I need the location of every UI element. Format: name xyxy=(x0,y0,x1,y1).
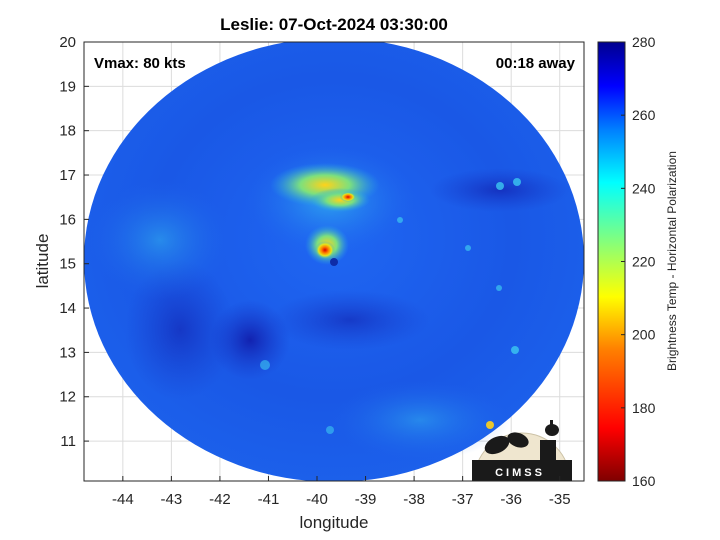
cell-5 xyxy=(465,245,471,251)
x-tick-label: -44 xyxy=(112,491,134,508)
logo-dish-2 xyxy=(507,432,529,448)
y-tick-label: 16 xyxy=(59,211,76,228)
colorbar-tick-label: 260 xyxy=(632,107,656,123)
x-tick-label: -36 xyxy=(500,491,522,508)
colorbar-tick-label: 160 xyxy=(632,473,656,489)
x-tick-label: -37 xyxy=(452,491,474,508)
y-tick-label: 11 xyxy=(60,433,76,450)
cell-2 xyxy=(513,178,521,186)
plot-title: Leslie: 07-Oct-2024 03:30:00 xyxy=(220,15,448,34)
y-tick-label: 18 xyxy=(59,123,76,140)
colorbar-tick-label: 240 xyxy=(632,180,656,196)
cimss-logo: CIMSS xyxy=(472,420,572,482)
cell-3 xyxy=(511,346,519,354)
y-tick-label: 15 xyxy=(59,256,76,273)
storm-eye xyxy=(330,258,338,266)
cell-4 xyxy=(496,285,502,291)
y-tick-label: 13 xyxy=(59,344,76,361)
y-ticks: 11 12 13 14 15 16 17 18 19 20 xyxy=(59,34,89,450)
logo-band xyxy=(472,460,572,481)
logo-text: CIMSS xyxy=(495,467,545,479)
logo-antenna xyxy=(550,420,553,425)
cloud-south xyxy=(330,380,510,460)
eyewall-core xyxy=(315,241,335,259)
cell-8 xyxy=(260,360,270,370)
x-tick-label: -42 xyxy=(209,491,231,508)
cell-7 xyxy=(486,421,494,429)
dark-region-s xyxy=(270,290,430,350)
time-annotation: 00:18 away xyxy=(496,55,576,72)
y-tick-label: 17 xyxy=(59,167,76,184)
x-tick-label: -35 xyxy=(549,491,571,508)
cell-9 xyxy=(326,426,334,434)
x-tick-label: -39 xyxy=(355,491,377,508)
y-tick-label: 19 xyxy=(59,78,76,95)
colorbar-tick-label: 180 xyxy=(632,400,656,416)
y-axis-label: latitude xyxy=(33,234,52,289)
logo-dish-1 xyxy=(484,435,510,455)
x-tick-label: -38 xyxy=(403,491,425,508)
logo-tower xyxy=(545,424,559,436)
cold-cell-north xyxy=(340,192,356,202)
y-tick-label: 12 xyxy=(59,389,76,406)
satellite-swath xyxy=(84,42,584,481)
cloud-west xyxy=(90,180,230,300)
axes-frame xyxy=(83,41,585,482)
y-tick-label: 14 xyxy=(59,300,76,317)
cell-1 xyxy=(496,182,504,190)
y-tick-label: 20 xyxy=(59,34,76,51)
x-ticks: -44 -43 -42 -41 -40 -39 -38 -37 -36 -35 xyxy=(112,476,571,508)
cell-6 xyxy=(397,217,403,223)
vmax-annotation: Vmax: 80 kts xyxy=(94,55,186,72)
colorbar-gradient xyxy=(597,41,626,482)
colorbar: 160 180 200 220 240 260 280 Brightness Temp - … xyxy=(597,34,679,489)
colorbar-tick-label: 200 xyxy=(632,327,656,343)
x-tick-label: -41 xyxy=(258,491,280,508)
rainband-north-2 xyxy=(310,188,370,212)
x-tick-label: -43 xyxy=(161,491,183,508)
colorbar-tick-label: 220 xyxy=(632,254,656,270)
colorbar-tick-label: 280 xyxy=(632,34,656,50)
x-tick-label: -40 xyxy=(306,491,328,508)
x-axis-label: longitude xyxy=(299,513,368,532)
colorbar-ticks: 160 180 200 220 240 260 280 xyxy=(621,34,656,489)
colorbar-label: Brightness Temp - Horizontal Polarizatio… xyxy=(665,151,679,371)
logo-building xyxy=(540,440,556,461)
